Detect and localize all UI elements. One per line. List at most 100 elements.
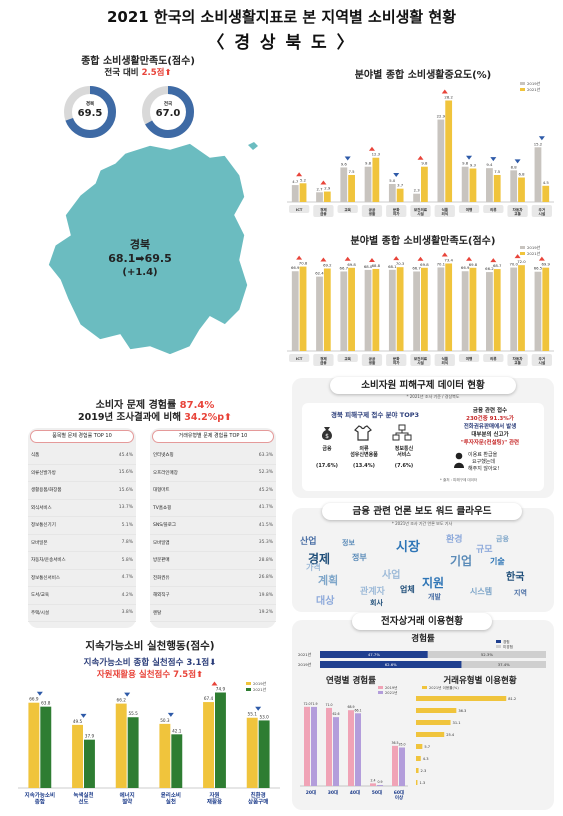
satisfaction-subtitle-value: 2.5점	[141, 68, 165, 78]
donut-gyeongbuk-value: 69.5	[77, 108, 103, 119]
relief-item-1-name: 금융	[322, 446, 332, 452]
category-label: 교통	[514, 211, 521, 216]
satisfaction-title: 종합 소비생활만족도(점수)	[81, 56, 195, 67]
bar	[416, 756, 421, 761]
down-arrow-icon	[167, 712, 174, 717]
bar	[510, 170, 518, 202]
bar	[396, 267, 404, 351]
bar	[333, 717, 339, 786]
category-label: 시설	[417, 211, 424, 216]
category-label: 식품	[441, 356, 448, 361]
legend-swatch	[496, 640, 501, 643]
network-icon	[392, 424, 412, 442]
left-table-row: 생활용품/화장품 15.6%	[28, 482, 136, 500]
bar-value-label: 66.2	[117, 698, 127, 703]
problems-sub-value: 34.2%p	[184, 412, 225, 423]
cloud-word: 대상	[316, 596, 335, 607]
donut-gyeongbuk-label: 경북	[85, 102, 95, 107]
category-label: 보건의료	[414, 207, 428, 212]
cloud-word: 한국	[506, 572, 525, 583]
stacked-bar	[320, 661, 462, 668]
bar	[28, 702, 40, 788]
legend-swatch	[378, 686, 383, 689]
category-label: 30대	[328, 789, 338, 796]
bar	[348, 175, 355, 202]
bar	[534, 147, 542, 202]
category-box	[386, 354, 407, 366]
left-table-row: 식품 45.4%	[28, 447, 136, 465]
cloud-word: 지원	[422, 576, 445, 590]
bar-value-label: 66.7	[340, 265, 349, 270]
problems-left-table: 품목별 문제 경험률 TOP 10 식품 45.4% 의류신발가방 15.6% 생활용품…	[28, 428, 136, 628]
left-table-header: 품목별 문제 경험률 TOP 10	[30, 430, 134, 443]
satisfaction-subtitle: 전국 대비 2.5점⬆	[48, 66, 228, 78]
importance-title: 분야별 종합 소비생활중요도(%)	[354, 70, 492, 81]
cloud-word: 관계자	[360, 587, 385, 597]
category-label: 교육	[344, 356, 351, 361]
category-box	[483, 354, 504, 362]
left-table-row: 모바일폰 7.8%	[28, 535, 136, 552]
row-value: 35.3%	[258, 540, 273, 546]
bar	[299, 183, 307, 202]
row-label: 자동차/운송서비스	[31, 558, 66, 564]
quote-line-1: 이용료 환급을	[468, 452, 498, 458]
bar-value-label: 35.0	[398, 743, 405, 747]
right-table-row: 방문판매 28.8%	[150, 552, 276, 570]
bar	[392, 745, 398, 786]
bar-value-label: 55.1	[248, 712, 258, 717]
bar-value-label: 71.9	[310, 702, 317, 706]
bar-value-label: 9.8	[462, 161, 469, 166]
category-label: 식품	[441, 207, 448, 212]
bar	[348, 710, 354, 786]
up-arrow-icon	[296, 255, 303, 260]
bar	[421, 166, 428, 202]
category-label: 2019년	[298, 662, 312, 667]
category-label: 경제	[320, 356, 327, 361]
bar-value-label: 55.5	[128, 711, 138, 716]
cloud-word: 사업	[382, 570, 401, 581]
bar	[486, 272, 493, 351]
ecommerce-age-title: 연령별 경험률	[326, 676, 376, 686]
bar-value-label: 69.9	[542, 262, 551, 267]
right-table-row: 해외직구 19.8%	[150, 587, 276, 605]
bar	[323, 191, 331, 202]
category-label: 교통	[514, 360, 521, 365]
bar	[437, 267, 445, 351]
cloud-title: 금융 관련 언론 보도 워드 클라우드	[322, 503, 522, 520]
cloud-word: 개발	[428, 593, 441, 601]
bar	[510, 267, 518, 351]
row-label: 주택/시설	[31, 610, 50, 616]
category-label: 시설	[539, 360, 546, 365]
category-label: 윤리소비	[161, 791, 181, 799]
relief-note: * 2021년 조사 기준 / 경상북도	[406, 394, 460, 399]
bar	[340, 271, 348, 351]
row-label: TV홈쇼핑	[153, 505, 172, 511]
stacked-bar	[427, 651, 546, 658]
category-box	[289, 205, 310, 213]
bar	[493, 269, 501, 351]
up-arrow-icon	[466, 256, 473, 261]
cloud-word: 환경	[446, 535, 463, 545]
row-label: 정보통신기기	[31, 523, 56, 529]
bar	[542, 185, 550, 202]
bar	[518, 177, 525, 202]
row-label: 인터넷쇼핑	[153, 453, 174, 459]
bar	[115, 703, 127, 788]
down-arrow-icon	[344, 156, 351, 161]
sustain-line2-prefix: 자원재활용 실천점수	[96, 670, 174, 680]
bar-value-label: 25.4	[446, 733, 455, 737]
category-label: 종합	[35, 797, 45, 805]
money-bag-icon: $	[318, 424, 336, 442]
row-value: 52.3%	[258, 470, 273, 476]
row-value: 28.8%	[258, 557, 273, 563]
cloud-word: 규모	[476, 545, 493, 555]
left-table-row: 정보통신기기 5.1%	[28, 517, 136, 535]
problems-title-prefix: 소비자 문제 경험률	[95, 400, 180, 411]
legend-swatch	[496, 645, 501, 648]
bar-value-label: 9.4	[486, 162, 493, 167]
category-label: 공공	[369, 207, 376, 212]
category-label: ICT	[296, 208, 303, 212]
bar	[215, 692, 226, 788]
up-arrow-icon	[368, 146, 375, 151]
